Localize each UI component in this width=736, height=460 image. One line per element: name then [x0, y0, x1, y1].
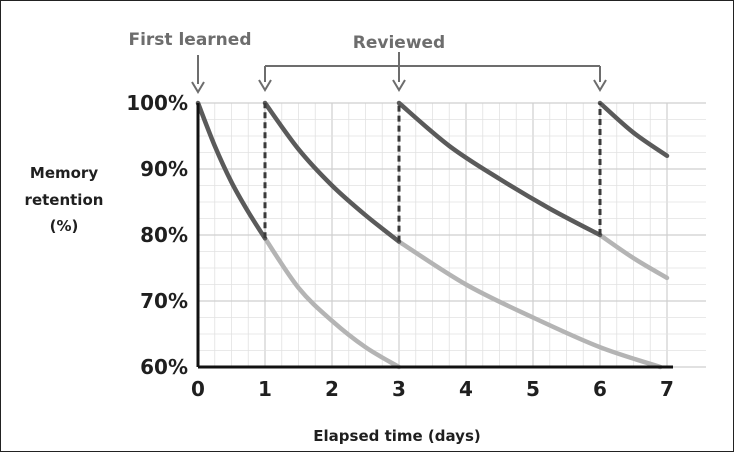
retention-curve	[195, 100, 268, 241]
x-axis-title: Elapsed time (days)	[313, 427, 480, 445]
reviewed-arrow-head	[258, 79, 272, 92]
x-tick-label: 5	[526, 377, 540, 401]
y-axis-title-line-3: (%)	[50, 217, 79, 235]
x-tick-label: 4	[459, 377, 473, 401]
y-axis-title-line-1: Memory	[30, 164, 98, 182]
x-tick-label: 6	[593, 377, 607, 401]
x-tick-label: 1	[258, 377, 272, 401]
tick-labels: 100% 90% 80% 70% 60%0 1 2 3 4 5 6 7	[126, 91, 674, 401]
reviewed-arrow-head	[593, 79, 607, 92]
x-tick-label: 3	[392, 377, 406, 401]
y-tick-label: 60%	[140, 355, 188, 379]
y-axis-title-line-2: retention	[25, 191, 104, 209]
forgetting-curve	[396, 239, 663, 370]
grid	[197, 102, 706, 368]
axes	[196, 103, 673, 369]
y-tick-label: 100%	[126, 91, 188, 115]
retention-curve	[262, 100, 402, 244]
first-learned-label: First learned	[128, 30, 251, 50]
review-drop-lines	[263, 103, 602, 242]
forgetting-curve	[262, 236, 402, 370]
y-tick-label: 70%	[140, 289, 188, 313]
x-tick-label: 2	[325, 377, 339, 401]
y-tick-label: 90%	[140, 157, 188, 181]
first-learned-arrow-head	[191, 81, 205, 94]
forgetting-curves	[262, 232, 670, 370]
chart-frame	[0, 0, 734, 452]
y-tick-label: 80%	[140, 223, 188, 247]
reviewed-arrow-head	[392, 79, 406, 92]
retention-curve	[396, 100, 603, 238]
retention-curve	[597, 100, 670, 159]
retention-curves	[195, 100, 670, 244]
x-tick-label: 7	[660, 377, 674, 401]
reviewed-label: Reviewed	[353, 33, 445, 53]
forgetting-curve	[597, 232, 670, 281]
x-tick-label: 0	[191, 377, 205, 401]
annotations: First learned Reviewed	[128, 30, 607, 94]
